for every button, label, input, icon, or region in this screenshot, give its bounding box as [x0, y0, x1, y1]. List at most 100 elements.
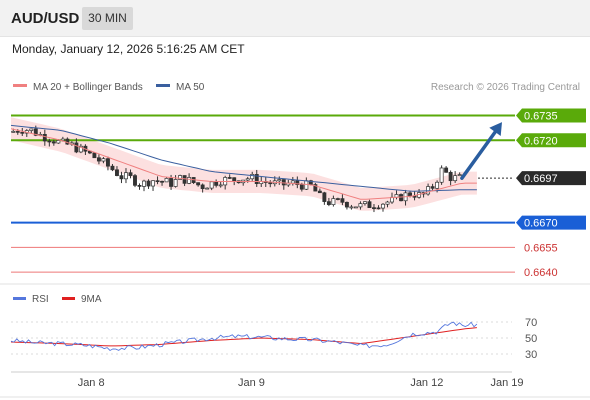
- candle-body: [214, 181, 219, 186]
- timestamp: Monday, January 12, 2026 5:16:25 AM CET: [12, 42, 245, 56]
- candle-body: [453, 175, 458, 182]
- rsi-legend-swatch: [13, 297, 26, 300]
- level-tag: 0.6735: [516, 108, 586, 123]
- candle-body: [353, 206, 358, 209]
- candle-body: [254, 174, 259, 185]
- candle-body: [313, 184, 318, 192]
- candle-body: [164, 178, 169, 183]
- level-label: 0.6640: [524, 267, 558, 279]
- candle-body: [124, 172, 128, 180]
- candle-body: [408, 192, 412, 197]
- legend-label: MA 50: [176, 82, 205, 93]
- level-label: 0.6720: [524, 135, 558, 147]
- symbol-title: AUD/USD: [11, 10, 80, 27]
- candle-body: [322, 192, 327, 202]
- candle-body: [96, 157, 101, 162]
- candle-body: [51, 141, 56, 144]
- level-label: 0.6697: [524, 173, 558, 185]
- candle-body: [11, 131, 16, 133]
- candle-body: [317, 190, 322, 194]
- candle-body: [295, 180, 300, 185]
- candle-body: [367, 201, 372, 208]
- candle-body: [281, 179, 286, 186]
- candle-body: [209, 181, 214, 189]
- candle-body: [47, 140, 52, 143]
- candle-body: [358, 203, 363, 208]
- candle-body: [326, 201, 331, 205]
- candle-body: [299, 184, 304, 190]
- candle-body: [182, 175, 187, 184]
- candle-body: [115, 169, 119, 176]
- candle-body: [101, 158, 106, 162]
- candle-body: [227, 177, 232, 179]
- candle-body: [344, 201, 349, 208]
- candle-body: [363, 201, 367, 204]
- rsi-legend-label: 9MA: [81, 294, 102, 305]
- candle-body: [133, 175, 137, 186]
- level-tag: 0.6720: [516, 133, 586, 148]
- candle-body: [137, 184, 142, 187]
- level-tag-bg: [516, 171, 586, 186]
- rsi-line: [10, 321, 478, 352]
- x-tick-label: Jan 8: [78, 377, 105, 389]
- forecast-arrow-head: [489, 122, 502, 136]
- bollinger-band: [11, 117, 477, 211]
- candle-body: [385, 201, 390, 205]
- candle-body: [42, 133, 47, 142]
- rsi-tick-label: 30: [525, 349, 537, 361]
- candle-body: [187, 177, 192, 184]
- candle-body: [110, 165, 115, 171]
- candle-body: [430, 186, 435, 189]
- candle-body: [372, 207, 376, 209]
- level-tag-bg: [516, 133, 586, 148]
- header-bar: AUD/USD 30 MIN: [0, 0, 590, 37]
- credit-text: Research © 2026 Trading Central: [431, 82, 580, 93]
- x-tick-label: Jan 9: [238, 377, 265, 389]
- candle-body: [169, 178, 174, 187]
- candle-body: [92, 152, 97, 159]
- candle-body: [349, 206, 354, 209]
- candle-body: [200, 184, 205, 190]
- candle-body: [105, 158, 110, 167]
- level-label: 0.6655: [524, 242, 558, 254]
- candle-body: [20, 131, 25, 134]
- candle-body: [29, 128, 34, 131]
- candle-body: [142, 180, 146, 187]
- candle-body: [160, 180, 165, 183]
- candle-body: [196, 182, 201, 186]
- candle-body: [457, 174, 462, 177]
- legend-swatch: [13, 84, 27, 87]
- candle-body: [250, 174, 255, 180]
- ma50-line: [10, 124, 477, 192]
- legend-swatch: [156, 84, 170, 87]
- candle-body: [290, 180, 295, 184]
- level-label: 0.6670: [524, 218, 558, 230]
- candle-body: [87, 150, 92, 154]
- rsi-legend-label: RSI: [32, 294, 49, 305]
- candle-body: [376, 207, 381, 210]
- level-label: 0.6735: [524, 111, 558, 123]
- level-tag: 0.6697: [516, 171, 586, 186]
- timeframe-badge[interactable]: 30 MIN: [82, 7, 133, 30]
- ma20-line: [10, 128, 477, 200]
- level-tag: 0.6670: [516, 215, 586, 230]
- candle-body: [399, 194, 403, 202]
- candle-body: [146, 180, 151, 187]
- candle-body: [444, 167, 449, 173]
- candle-body: [205, 187, 210, 190]
- candle-body: [331, 198, 336, 205]
- candle-body: [277, 179, 282, 182]
- candle-body: [74, 142, 79, 153]
- candle-body: [439, 167, 444, 183]
- candle-body: [155, 180, 160, 183]
- candle-body: [151, 180, 155, 187]
- x-tick-label: Jan 19: [490, 377, 523, 389]
- candle-body: [119, 175, 124, 180]
- forecast-arrow-shaft: [460, 126, 500, 180]
- candle-body: [268, 182, 273, 185]
- candle-body: [56, 140, 61, 144]
- candle-body: [15, 131, 20, 133]
- x-tick-label: Jan 12: [410, 377, 443, 389]
